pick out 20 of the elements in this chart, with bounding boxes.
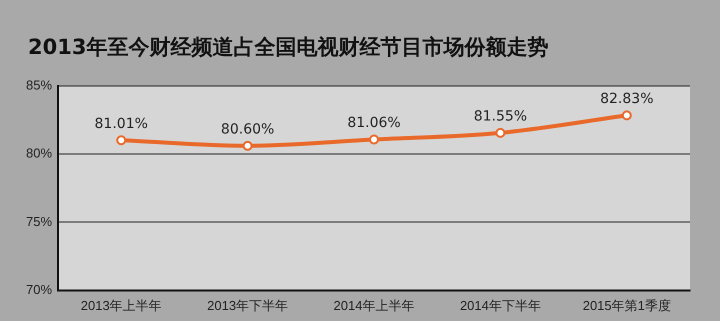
x-tick-label: 2014年上半年 [334,298,414,313]
data-label: 81.01% [94,116,148,132]
y-tick-label: 85% [26,77,52,92]
data-label: 81.06% [347,115,401,132]
x-tick-label: 2013年上半年 [80,298,162,313]
point [369,134,380,145]
y-tick-label: 75% [26,214,52,229]
y-tick-label: 70% [26,282,52,297]
data-label: 80.60% [220,121,274,138]
data-label: 82.83% [600,91,654,108]
point [116,135,126,146]
x-tick-label: 2014年下半年 [460,298,541,313]
point [495,128,506,138]
data-label: 81.55% [474,108,528,124]
x-tick-label: 2015年第1季度 [582,298,671,313]
y-tick-label: 80% [26,146,52,161]
x-tick-label: 2013年下半年 [207,298,288,313]
point [242,140,253,151]
point [622,110,632,120]
chart-title: 2013年至今财经频道占全国电视财经节目市场份额走势 [28,34,548,61]
